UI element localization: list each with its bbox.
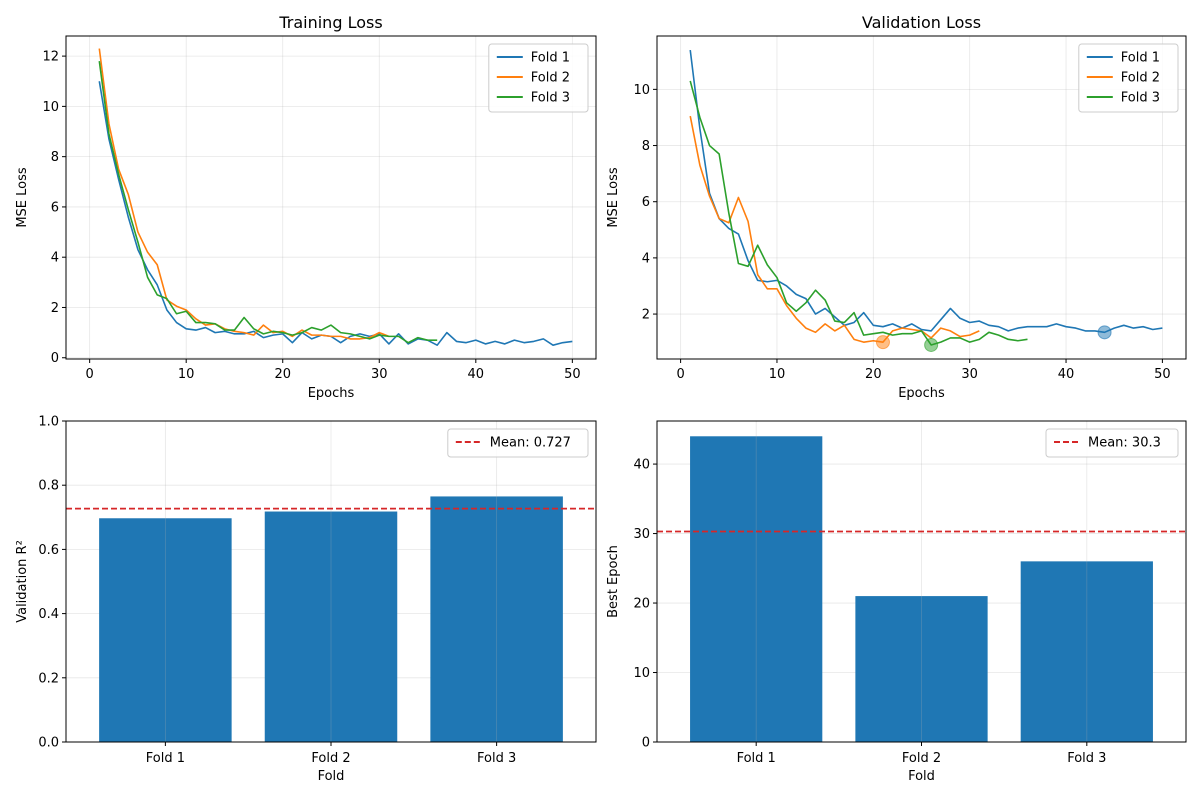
bar-fold-3	[1020, 561, 1153, 742]
legend-label-fold-2: Fold 2	[531, 71, 570, 86]
x-tick-label: 40	[1058, 367, 1075, 382]
plot-frame-3	[656, 420, 1187, 743]
y-tick-label: 0.0	[38, 736, 59, 751]
legend-label-fold-2: Fold 2	[1121, 71, 1160, 86]
x-tick-label: 50	[564, 367, 581, 382]
y-tick-label: 6	[642, 195, 650, 210]
y-axis-label-3: Best Epoch	[606, 545, 621, 618]
x-tick-label: 30	[961, 367, 978, 382]
series-line-fold-1	[689, 49, 1163, 334]
y-tick-label: 8	[51, 150, 59, 165]
y-tick-label: 1.0	[38, 415, 59, 430]
x-tick-label: 40	[468, 367, 485, 382]
validation-r2-panel: 0.0 0.2 0.4 0.6 0.8 1.0 Fold 1 Fold 2 Fold 3 Fold…	[15, 415, 597, 784]
legend-box-2	[447, 428, 589, 458]
plot-frame-1	[656, 35, 1187, 360]
x-axis-label-2: Fold	[318, 769, 345, 784]
y-tick-label: 12	[42, 50, 59, 65]
legend-box-0	[488, 43, 589, 113]
x-axis-label-3: Fold	[908, 769, 935, 784]
y-tick-label: 0	[642, 736, 650, 751]
y-tick-label: 4	[51, 251, 59, 266]
y-tick-label: 0.6	[38, 543, 59, 558]
y-tick-label: 0.8	[38, 479, 59, 494]
series-line-fold-2	[98, 48, 390, 340]
legend-label-mean-30-3: Mean: 30.3	[1088, 436, 1161, 451]
series-line-fold-1	[98, 81, 573, 346]
x-tick-label: 30	[371, 367, 388, 382]
x-tick-label: 20	[865, 367, 882, 382]
chart-title-1: Validation Loss	[862, 13, 981, 32]
x-tick-label-fold-1: Fold 1	[737, 751, 776, 766]
y-tick-label: 40	[633, 458, 650, 473]
series-line-fold-2	[689, 115, 980, 343]
y-axis-label-0: MSE Loss	[15, 167, 30, 228]
bar-fold-1	[690, 436, 823, 742]
x-tick-label: 0	[676, 367, 684, 382]
x-axis-label-1: Epochs	[898, 386, 945, 401]
y-tick-label: 10	[633, 666, 650, 681]
plot-frame-0	[65, 35, 597, 360]
y-tick-label: 2	[51, 301, 59, 316]
bar-fold-2	[264, 511, 398, 742]
y-tick-label: 0.2	[38, 671, 59, 686]
y-tick-label: 6	[51, 200, 59, 215]
y-tick-label: 4	[642, 251, 650, 266]
training-loss-panel: 0 10 20 30 40 50 0 2 4 6 8 10 12 Training Loss Epochs M…	[15, 13, 597, 401]
bar-fold-2	[855, 596, 988, 742]
x-tick-label: 10	[178, 367, 195, 382]
legend-box-1	[1078, 43, 1179, 113]
y-tick-label: 0	[51, 351, 59, 366]
legend-label-fold-1: Fold 1	[531, 51, 570, 66]
bar-fold-3	[430, 496, 563, 742]
best-point-marker	[924, 337, 939, 352]
best-point-marker	[875, 335, 890, 350]
legend-label-fold-3: Fold 3	[531, 91, 570, 106]
legend-box-3	[1045, 428, 1179, 458]
series-line-fold-3	[689, 80, 1028, 346]
x-tick-label-fold-3: Fold 3	[477, 751, 516, 766]
y-axis-label-2: Validation R²	[15, 540, 30, 623]
legend-label-mean-0-727: Mean: 0.727	[490, 436, 571, 451]
y-tick-label: 10	[633, 83, 650, 98]
legend-label-fold-3: Fold 3	[1121, 91, 1160, 106]
x-tick-label: 0	[86, 367, 94, 382]
legend-label-fold-1: Fold 1	[1121, 51, 1160, 66]
plot-frame-2	[65, 420, 597, 743]
bar-fold-1	[99, 518, 232, 742]
y-tick-label: 2	[642, 308, 650, 323]
y-tick-label: 20	[633, 597, 650, 612]
best-point-marker	[1097, 325, 1112, 340]
chart-title-0: Training Loss	[278, 13, 382, 32]
x-tick-label-fold-1: Fold 1	[146, 751, 185, 766]
y-tick-label: 8	[642, 139, 650, 154]
y-axis-label-1: MSE Loss	[606, 167, 621, 228]
x-axis-label-0: Epochs	[308, 386, 355, 401]
validation-loss-panel: 0 10 20 30 40 50 2 4 6 8 10 Validation Loss Epochs MS…	[606, 13, 1187, 401]
x-tick-label-fold-2: Fold 2	[902, 751, 941, 766]
best-epoch-panel: 0 10 20 30 40 Fold 1 Fold 2 Fold 3 Fold Best Epoc…	[606, 420, 1187, 784]
y-tick-label: 0.4	[38, 607, 59, 622]
x-tick-label-fold-3: Fold 3	[1067, 751, 1106, 766]
x-tick-label: 20	[274, 367, 291, 382]
x-tick-label: 50	[1154, 367, 1171, 382]
y-tick-label: 30	[633, 527, 650, 542]
series-line-fold-3	[98, 61, 438, 344]
y-tick-label: 10	[42, 100, 59, 115]
x-tick-label-fold-2: Fold 2	[311, 751, 350, 766]
x-tick-label: 10	[769, 367, 786, 382]
